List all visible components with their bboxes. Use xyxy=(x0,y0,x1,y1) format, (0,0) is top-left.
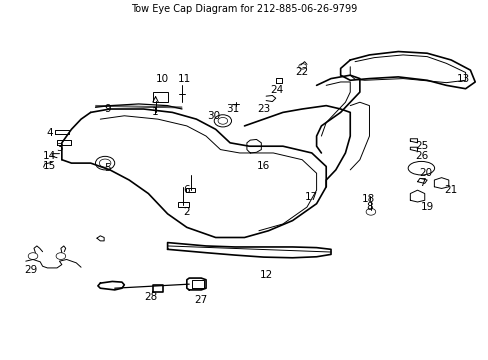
Text: 30: 30 xyxy=(206,111,220,121)
Bar xyxy=(185,188,195,192)
Text: 9: 9 xyxy=(104,104,111,114)
Text: 1: 1 xyxy=(152,107,159,117)
Text: 6: 6 xyxy=(183,185,190,195)
Text: 25: 25 xyxy=(415,141,428,151)
Text: 11: 11 xyxy=(178,73,191,84)
Bar xyxy=(178,202,188,207)
Text: 2: 2 xyxy=(183,207,190,217)
Text: 12: 12 xyxy=(259,270,272,280)
Bar xyxy=(153,92,167,102)
Text: 26: 26 xyxy=(415,151,428,161)
Text: 23: 23 xyxy=(257,104,270,114)
Text: 19: 19 xyxy=(420,202,433,212)
Text: 7: 7 xyxy=(418,179,425,188)
Text: 31: 31 xyxy=(225,104,239,114)
Text: 27: 27 xyxy=(194,295,207,305)
Text: 21: 21 xyxy=(444,185,457,195)
Text: 22: 22 xyxy=(295,67,308,77)
Text: 28: 28 xyxy=(144,292,157,302)
Text: 10: 10 xyxy=(156,73,169,84)
Text: 24: 24 xyxy=(269,85,283,95)
Text: 14: 14 xyxy=(43,151,56,161)
Text: 18: 18 xyxy=(361,194,374,204)
Text: 5: 5 xyxy=(104,163,111,173)
Text: 20: 20 xyxy=(419,168,432,178)
Text: 4: 4 xyxy=(46,128,53,138)
Text: 16: 16 xyxy=(257,162,270,171)
Text: 3: 3 xyxy=(56,143,62,153)
Title: Tow Eye Cap Diagram for 212-885-06-26-9799: Tow Eye Cap Diagram for 212-885-06-26-97… xyxy=(131,4,357,14)
Text: 15: 15 xyxy=(43,162,56,171)
Text: 8: 8 xyxy=(366,202,372,212)
Text: 13: 13 xyxy=(456,73,469,84)
Text: 29: 29 xyxy=(24,265,37,275)
Text: 17: 17 xyxy=(305,192,318,202)
